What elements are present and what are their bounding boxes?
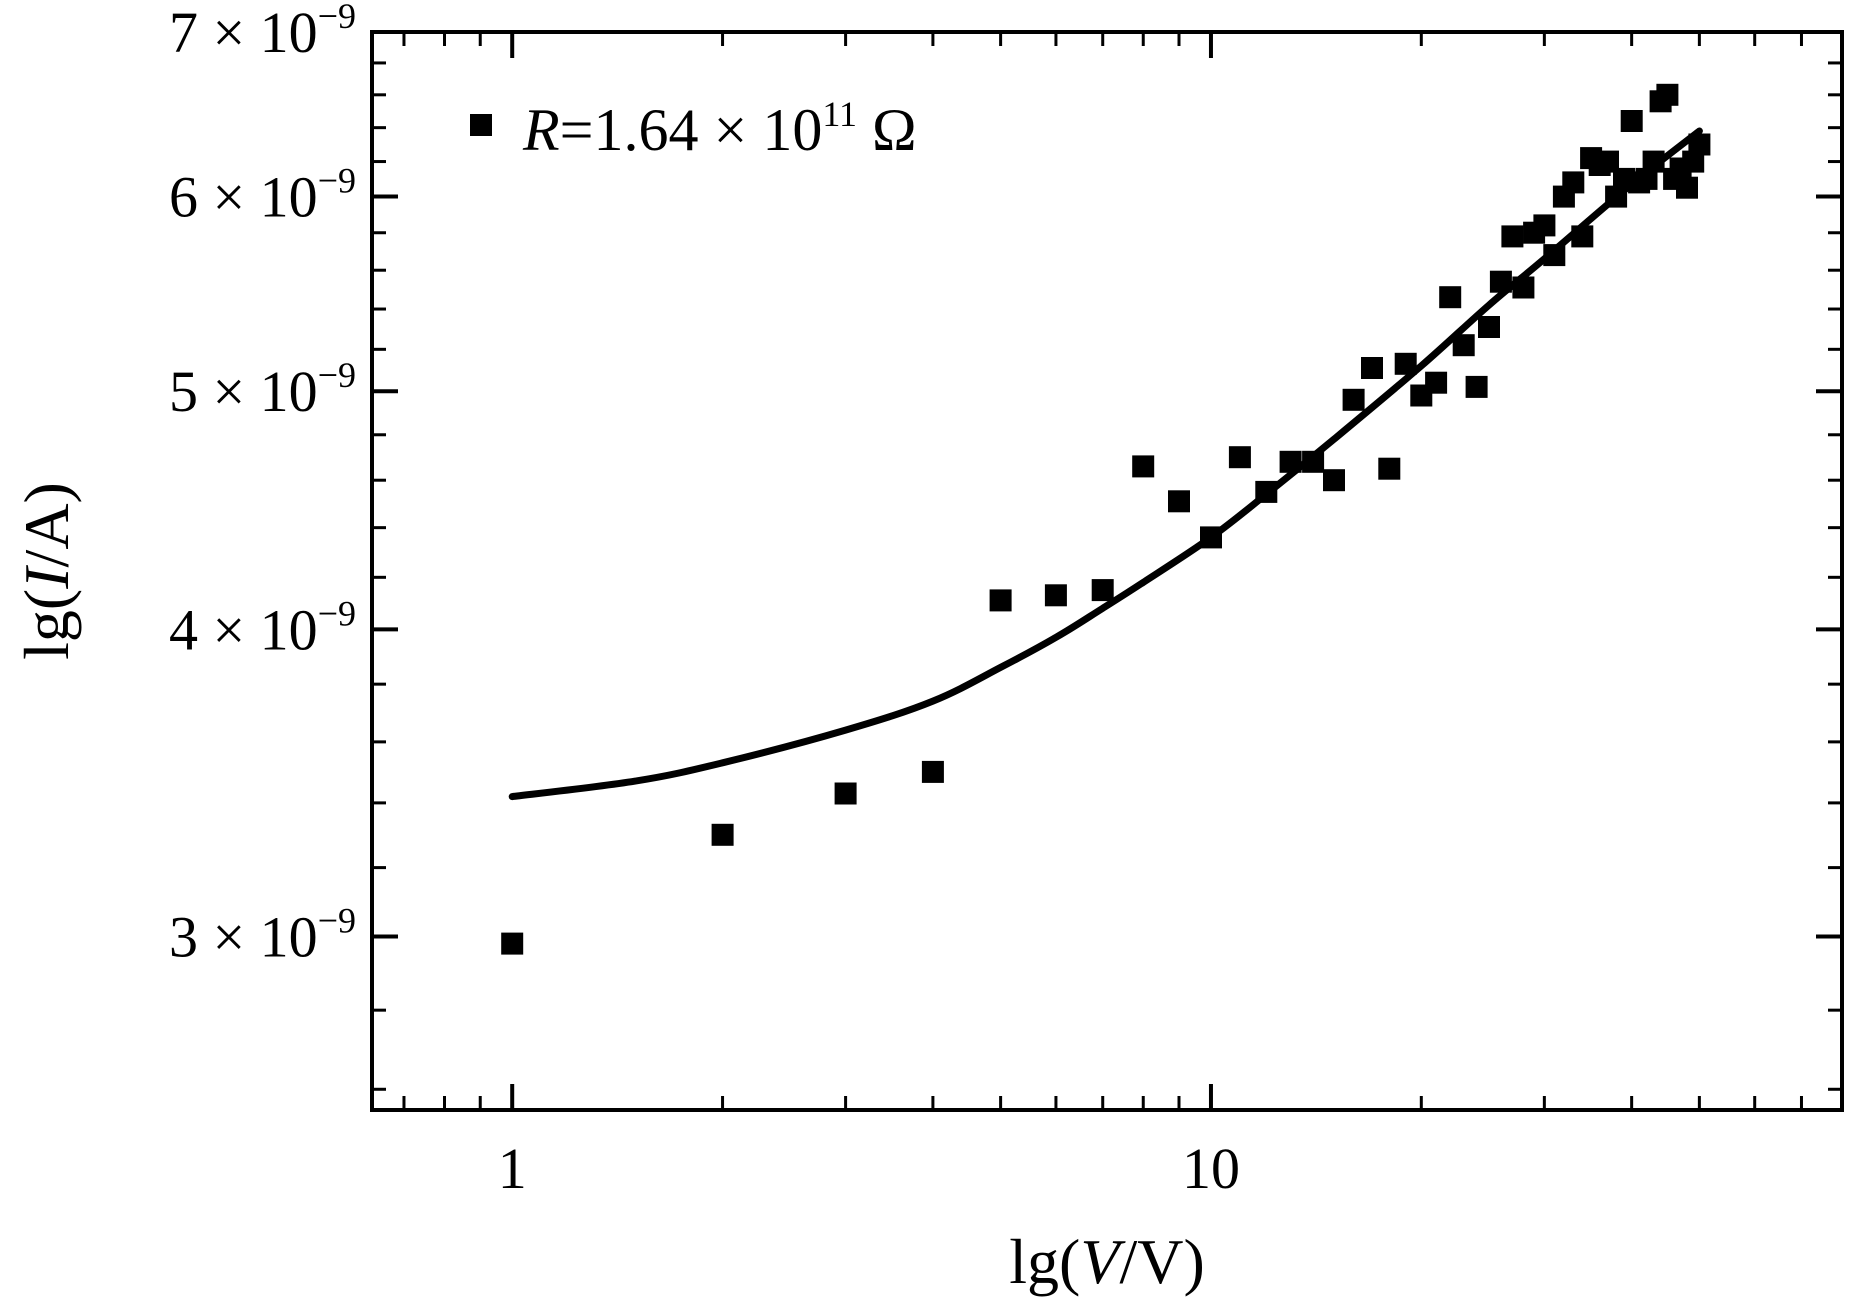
data-point <box>1132 455 1155 478</box>
data-point <box>1682 150 1705 173</box>
y-tick-label: 6 × 10−9 <box>169 161 356 230</box>
data-point <box>1512 276 1535 299</box>
x-tick-label: 10 <box>1182 1136 1240 1201</box>
data-point <box>1571 225 1594 248</box>
data-point <box>1228 446 1251 469</box>
data-point <box>501 932 524 955</box>
data-point <box>1091 579 1114 602</box>
legend-var: R <box>522 97 560 163</box>
data-point <box>1044 584 1067 607</box>
y-axis-title-suffix: /A) <box>11 482 82 567</box>
data-point <box>1620 110 1643 132</box>
data-point <box>1605 185 1628 208</box>
data-points <box>501 83 1711 955</box>
legend-unit: Ω <box>857 97 917 163</box>
data-point <box>1323 469 1345 492</box>
data-point <box>1489 270 1512 293</box>
data-point <box>1439 286 1462 309</box>
data-point <box>1342 388 1365 411</box>
data-point <box>1394 352 1417 375</box>
legend: R=1.64 × 1011 Ω <box>470 94 917 163</box>
data-point <box>1642 150 1665 173</box>
data-point <box>1501 225 1524 248</box>
data-point <box>1676 176 1698 199</box>
data-point <box>1533 214 1556 237</box>
data-point <box>1279 450 1302 473</box>
x-axis-title-suffix: /V) <box>1119 1226 1204 1297</box>
data-point <box>1452 334 1475 357</box>
y-tick-label: 5 × 10−9 <box>169 355 356 424</box>
data-point <box>1361 357 1383 379</box>
data-point <box>1378 457 1401 480</box>
data-point <box>1478 316 1500 338</box>
data-point <box>1465 375 1488 398</box>
legend-marker <box>470 114 492 136</box>
legend-label: R=1.64 × 1011 Ω <box>522 94 917 163</box>
y-axis-title: lg(I/A) <box>11 482 82 660</box>
data-point <box>1562 171 1585 194</box>
data-point <box>989 589 1012 612</box>
data-point <box>1543 244 1566 267</box>
plot-frame <box>370 30 1844 1112</box>
y-tick-label: 3 × 10−9 <box>169 901 356 970</box>
x-axis: 1 10 <box>498 32 1240 1201</box>
data-point <box>1168 490 1190 513</box>
data-point <box>921 760 944 783</box>
data-point <box>711 823 734 846</box>
legend-exponent: 11 <box>822 94 857 134</box>
data-point <box>1635 167 1658 190</box>
data-point <box>1656 83 1679 106</box>
y-axis-title-var: I <box>11 565 82 590</box>
data-point <box>834 782 857 805</box>
data-point <box>1425 371 1448 394</box>
minor-ticks <box>372 32 1842 1110</box>
x-axis-title: lg(V/V) <box>1009 1226 1205 1297</box>
y-axis: 3 × 10−9 4 × 10−9 5 × 10−9 6 × 10−9 7 × 10−9 <box>169 0 1842 970</box>
data-point <box>1688 133 1711 156</box>
legend-text: =1.64 × 10 <box>560 97 823 163</box>
y-tick-label: 4 × 10−9 <box>169 593 356 662</box>
y-tick-label: 7 × 10−9 <box>169 0 356 65</box>
y-axis-title-prefix: lg( <box>11 589 82 660</box>
data-point <box>1255 480 1278 503</box>
data-point <box>1302 450 1325 473</box>
x-tick-label: 1 <box>498 1136 527 1201</box>
data-point <box>1200 526 1222 549</box>
data-point <box>1597 150 1619 173</box>
x-axis-title-var: V <box>1080 1226 1126 1297</box>
x-axis-title-prefix: lg( <box>1009 1226 1080 1297</box>
